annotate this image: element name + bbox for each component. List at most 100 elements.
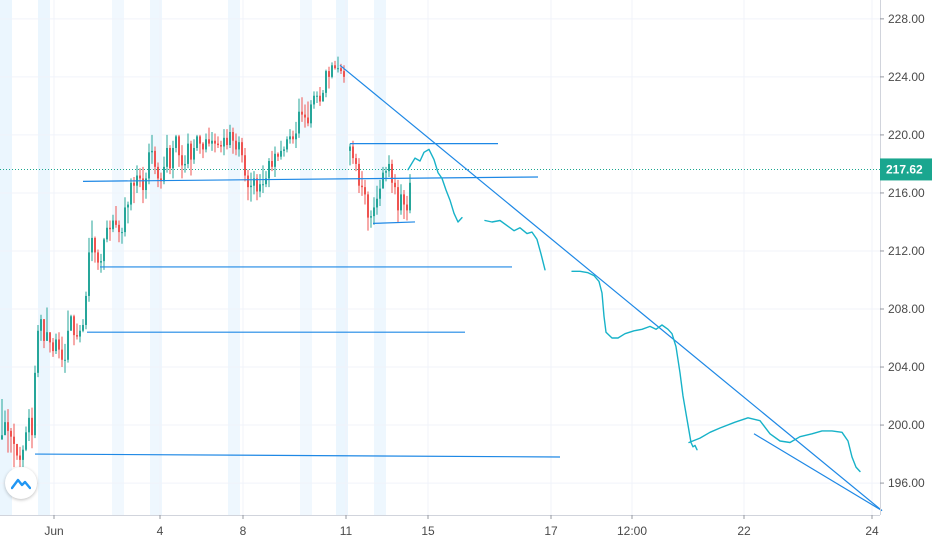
session-shading [0,0,386,515]
candle [337,56,339,73]
candle-body [145,178,147,191]
candle-body [250,185,252,188]
y-tick-label: 208.00 [888,302,925,316]
y-tick-label: 228.00 [888,12,925,26]
candle [100,253,102,273]
projection-segment[interactable] [688,417,861,473]
y-tick-label: 204.00 [888,360,925,374]
candle [232,127,234,154]
candle [229,124,231,148]
candle-body [88,252,90,296]
x-axis-ticks[interactable]: Jun 4 8 11 15 17 12:00 22 24 [44,515,879,538]
candle [379,179,381,206]
trend-line[interactable] [753,433,883,512]
candle-body [121,232,123,234]
candle-body [151,150,153,153]
candle [376,185,378,215]
trend-line[interactable] [339,64,883,512]
candle-body [43,319,45,341]
candle-body [388,163,390,172]
tradingview-logo-icon[interactable] [5,467,37,499]
candle-body [22,449,24,460]
candle-body [64,359,66,361]
candle-body [37,330,39,373]
candle [25,426,27,452]
candle-body [175,136,177,148]
candle-body [73,316,75,336]
candle [67,310,69,363]
projection-segment[interactable] [571,270,698,451]
candle [352,140,354,164]
horizontal-line-drawing[interactable] [372,221,416,225]
trend-lines[interactable] [339,64,883,512]
candle [274,146,276,177]
candle-body [301,111,303,115]
candle-body [82,324,84,331]
candle-body [244,155,246,176]
candle-body [364,187,366,195]
candle-body [373,207,375,217]
candle-body [49,332,51,343]
candle-body [325,71,327,93]
candle-body [127,204,129,208]
candle [103,237,105,270]
horizontal-line-drawing[interactable] [82,176,539,182]
candle-body [178,136,180,156]
candle-body [397,187,399,211]
x-tick-label: 11 [340,524,353,538]
candle [169,145,171,175]
candle-body [70,316,72,331]
candle-body [310,104,312,124]
candle-body [40,319,42,331]
candle-body [355,158,357,164]
candle [49,332,51,353]
projection-path[interactable] [407,148,861,473]
candle [370,210,372,228]
candle-body [79,330,81,337]
candle [4,410,6,436]
candle [106,220,108,243]
y-tick-label: 212.00 [888,244,925,258]
candle [43,319,45,349]
candle [223,129,225,156]
candle [61,336,63,368]
candle-body [172,147,174,169]
candle [139,168,141,188]
candle [271,150,273,172]
candle [277,152,279,162]
candle [364,179,366,205]
candle [334,60,336,70]
candle-body [214,140,216,144]
candle-body [379,188,381,199]
candle-body [142,178,144,191]
candle [409,174,411,214]
candle-body [13,436,15,444]
candle-body [163,166,165,182]
candle-body [277,153,279,157]
candle [325,69,327,98]
candle [184,155,186,173]
candle [193,139,195,164]
candle [256,174,258,201]
horizontal-line-drawing[interactable] [34,453,561,458]
candle-body [103,239,105,262]
candle [367,191,369,231]
candle-body [160,178,162,182]
candle-body [94,237,96,253]
horizontal-drawings[interactable] [34,143,561,458]
candle-body [235,140,237,150]
y-axis-ticks[interactable]: 228.00 224.00 220.00 216.00 212.00 208.00 204.… [880,12,925,490]
candle-body [19,455,21,460]
y-tick-label: 200.00 [888,418,925,432]
projection-segment[interactable] [484,219,546,271]
grid [0,0,880,515]
candle [205,133,207,153]
x-tick-label: 12:00 [617,524,647,538]
candle [187,133,189,169]
candle-body [130,182,132,205]
y-tick-label: 220.00 [888,128,925,142]
projection-segment[interactable] [407,148,463,223]
candle-body [274,153,276,167]
